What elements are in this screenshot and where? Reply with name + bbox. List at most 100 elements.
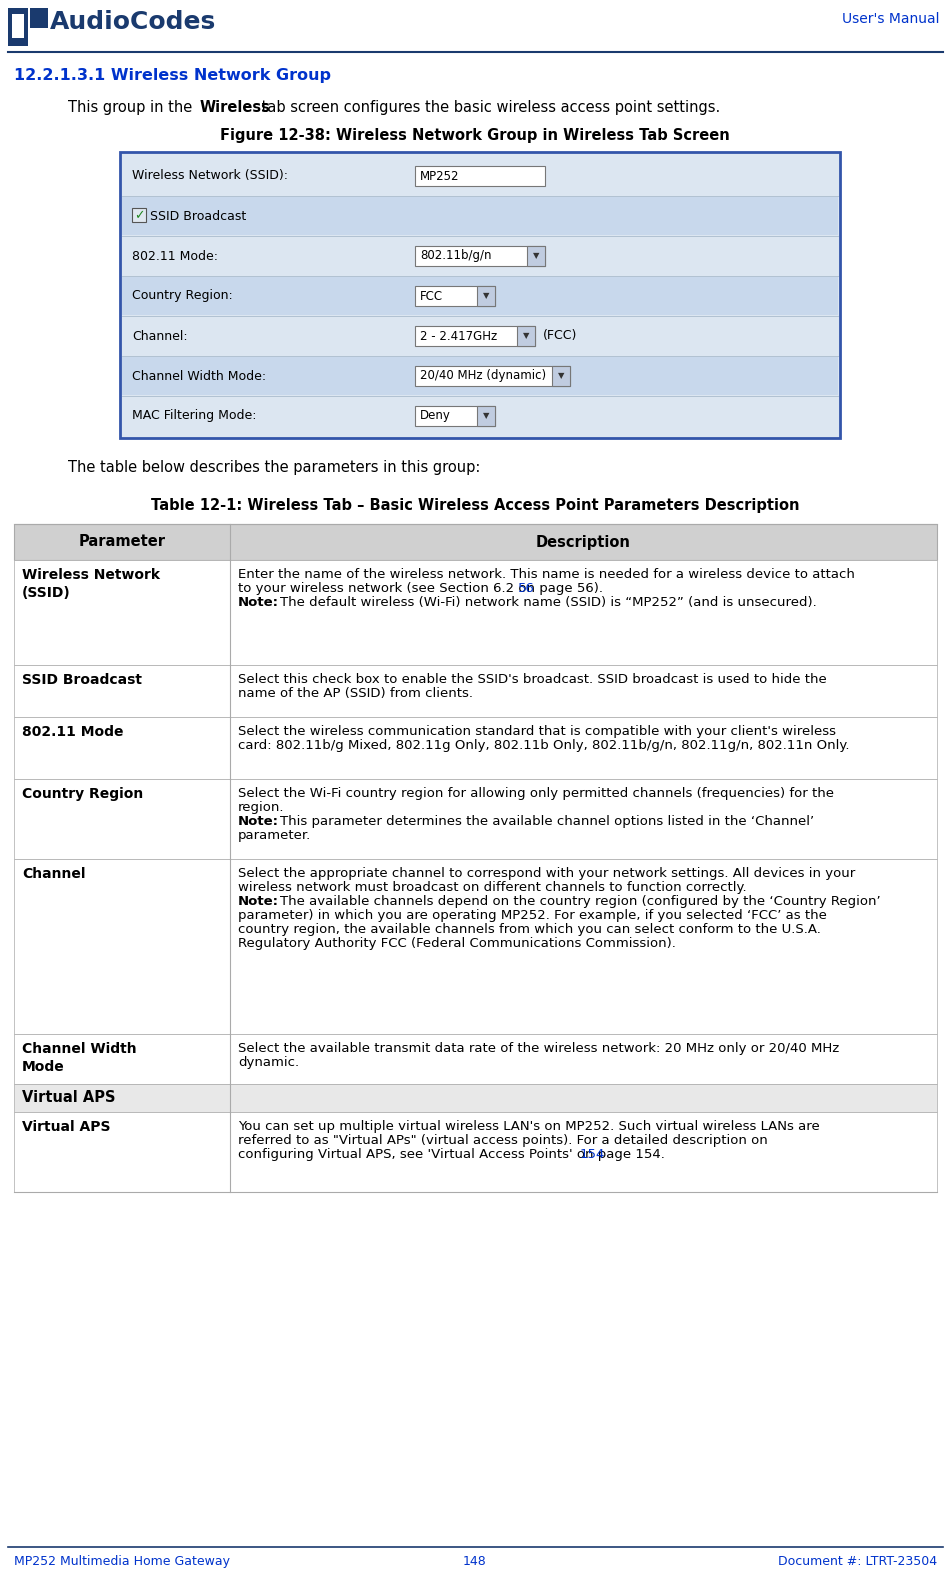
Bar xyxy=(8,8,28,46)
Text: name of the AP (SSID) from clients.: name of the AP (SSID) from clients. xyxy=(238,687,473,699)
Text: ▼: ▼ xyxy=(557,372,564,381)
Text: 2 - 2.417GHz: 2 - 2.417GHz xyxy=(420,329,497,342)
Text: parameter.: parameter. xyxy=(238,828,311,843)
Text: SSID Broadcast: SSID Broadcast xyxy=(150,209,246,222)
Bar xyxy=(14,1084,937,1112)
Bar xyxy=(14,561,937,665)
Text: wireless network must broadcast on different channels to function correctly.: wireless network must broadcast on diffe… xyxy=(238,880,747,895)
Text: Figure 12-38: Wireless Network Group in Wireless Tab Screen: Figure 12-38: Wireless Network Group in … xyxy=(220,128,729,143)
Text: 802.11 Mode: 802.11 Mode xyxy=(22,724,124,739)
Bar xyxy=(415,406,495,425)
Bar xyxy=(477,287,495,306)
Text: Note:: Note: xyxy=(238,595,279,610)
Bar xyxy=(415,165,545,186)
Text: Table 12-1: Wireless Tab – Basic Wireless Access Point Parameters Description: Table 12-1: Wireless Tab – Basic Wireles… xyxy=(151,498,799,513)
Bar xyxy=(14,665,937,717)
Text: tab screen configures the basic wireless access point settings.: tab screen configures the basic wireless… xyxy=(257,99,720,115)
Text: MP252 Multimedia Home Gateway: MP252 Multimedia Home Gateway xyxy=(14,1555,230,1569)
Text: Country Region:: Country Region: xyxy=(132,290,233,302)
Text: Note:: Note: xyxy=(238,895,279,909)
Text: Select the wireless communication standard that is compatible with your client's: Select the wireless communication standa… xyxy=(238,724,836,739)
Text: ✓: ✓ xyxy=(134,209,145,222)
Text: ▼: ▼ xyxy=(483,411,489,421)
Text: parameter) in which you are operating MP252. For example, if you selected ‘FCC’ : parameter) in which you are operating MP… xyxy=(238,909,826,921)
Text: FCC: FCC xyxy=(420,290,443,302)
Text: Channel Width Mode:: Channel Width Mode: xyxy=(132,370,266,383)
Text: Virtual APS: Virtual APS xyxy=(22,1120,110,1134)
Text: The available channels depend on the country region (configured by the ‘Country : The available channels depend on the cou… xyxy=(280,895,881,909)
Text: ▼: ▼ xyxy=(533,252,539,260)
Bar xyxy=(14,524,937,561)
Text: MP252: MP252 xyxy=(420,170,459,183)
Text: 148: 148 xyxy=(463,1555,487,1569)
Bar xyxy=(415,246,545,266)
Text: This parameter determines the available channel options listed in the ‘Channel’: This parameter determines the available … xyxy=(280,814,814,828)
Text: Wireless: Wireless xyxy=(200,99,271,115)
Bar xyxy=(12,14,24,38)
Text: 56: 56 xyxy=(518,583,534,595)
Bar xyxy=(122,277,838,315)
Text: Parameter: Parameter xyxy=(79,534,165,550)
Text: 802.11 Mode:: 802.11 Mode: xyxy=(132,249,218,263)
Text: Select the Wi-Fi country region for allowing only permitted channels (frequencie: Select the Wi-Fi country region for allo… xyxy=(238,788,834,800)
Bar xyxy=(122,358,838,395)
Bar xyxy=(14,1035,937,1084)
Bar xyxy=(14,858,937,1035)
Text: country region, the available channels from which you can select conform to the : country region, the available channels f… xyxy=(238,923,821,936)
Text: card: 802.11b/g Mixed, 802.11g Only, 802.11b Only, 802.11b/g/n, 802.11g/n, 802.1: card: 802.11b/g Mixed, 802.11g Only, 802… xyxy=(238,739,849,751)
Text: Virtual APS: Virtual APS xyxy=(22,1090,115,1106)
Text: dynamic.: dynamic. xyxy=(238,1055,300,1069)
Text: ▼: ▼ xyxy=(483,291,489,301)
Text: Enter the name of the wireless network. This name is needed for a wireless devic: Enter the name of the wireless network. … xyxy=(238,569,855,581)
Text: 12.2.1.3.1 Wireless Network Group: 12.2.1.3.1 Wireless Network Group xyxy=(14,68,331,83)
Bar xyxy=(527,246,545,266)
Bar xyxy=(415,365,570,386)
Text: The table below describes the parameters in this group:: The table below describes the parameters… xyxy=(68,460,480,476)
Text: You can set up multiple virtual wireless LAN's on MP252. Such virtual wireless L: You can set up multiple virtual wireless… xyxy=(238,1120,820,1132)
Bar xyxy=(14,780,937,858)
Text: SSID Broadcast: SSID Broadcast xyxy=(22,673,142,687)
Text: Deny: Deny xyxy=(420,410,451,422)
Bar xyxy=(14,1112,937,1192)
Text: Wireless Network (SSID):: Wireless Network (SSID): xyxy=(132,170,288,183)
Text: Note:: Note: xyxy=(238,814,279,828)
Text: AudioCodes: AudioCodes xyxy=(50,9,216,35)
Text: configuring Virtual APS, see 'Virtual Access Points' on page 154.: configuring Virtual APS, see 'Virtual Ac… xyxy=(238,1148,665,1161)
Bar xyxy=(122,236,838,276)
Bar xyxy=(14,717,937,780)
Text: region.: region. xyxy=(238,802,284,814)
Bar xyxy=(122,317,838,354)
Text: (FCC): (FCC) xyxy=(543,329,577,342)
Text: referred to as "Virtual APs" (virtual access points). For a detailed description: referred to as "Virtual APs" (virtual ac… xyxy=(238,1134,767,1147)
Text: ▼: ▼ xyxy=(523,331,530,340)
Text: 154: 154 xyxy=(579,1148,605,1161)
Text: Channel: Channel xyxy=(22,866,86,880)
Text: Description: Description xyxy=(536,534,631,550)
Bar xyxy=(517,326,535,346)
Text: Select the available transmit data rate of the wireless network: 20 MHz only or : Select the available transmit data rate … xyxy=(238,1043,839,1055)
Bar xyxy=(552,365,570,386)
Text: MAC Filtering Mode:: MAC Filtering Mode: xyxy=(132,410,257,422)
Text: Channel Width
Mode: Channel Width Mode xyxy=(22,1043,137,1074)
Bar xyxy=(415,287,495,306)
Bar xyxy=(415,326,535,346)
Bar xyxy=(122,397,838,435)
Text: This group in the: This group in the xyxy=(68,99,197,115)
Text: to your wireless network (see Section 6.2 on page 56).: to your wireless network (see Section 6.… xyxy=(238,583,603,595)
Text: Regulatory Authority FCC (Federal Communications Commission).: Regulatory Authority FCC (Federal Commun… xyxy=(238,937,676,950)
Text: User's Manual: User's Manual xyxy=(843,13,940,27)
Text: Select the appropriate channel to correspond with your network settings. All dev: Select the appropriate channel to corres… xyxy=(238,866,855,880)
Text: The default wireless (Wi-Fi) network name (SSID) is “MP252” (and is unsecured).: The default wireless (Wi-Fi) network nam… xyxy=(280,595,817,610)
Bar xyxy=(30,8,48,28)
Text: 20/40 MHz (dynamic): 20/40 MHz (dynamic) xyxy=(420,370,546,383)
Bar xyxy=(122,158,838,195)
Bar xyxy=(132,208,146,222)
Text: Channel:: Channel: xyxy=(132,329,187,342)
Text: 802.11b/g/n: 802.11b/g/n xyxy=(420,249,492,263)
Bar xyxy=(477,406,495,425)
Bar xyxy=(120,153,840,438)
Text: Select this check box to enable the SSID's broadcast. SSID broadcast is used to : Select this check box to enable the SSID… xyxy=(238,673,826,687)
Text: Wireless Network
(SSID): Wireless Network (SSID) xyxy=(22,569,160,600)
Text: Document #: LTRT-23504: Document #: LTRT-23504 xyxy=(778,1555,937,1569)
Text: Country Region: Country Region xyxy=(22,788,144,802)
